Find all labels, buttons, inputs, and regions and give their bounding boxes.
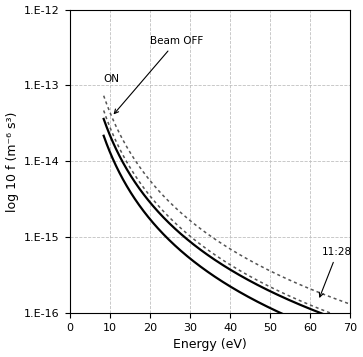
- Text: Beam OFF: Beam OFF: [114, 36, 203, 114]
- Text: 11:28: 11:28: [319, 247, 352, 297]
- X-axis label: Energy (eV): Energy (eV): [173, 338, 247, 351]
- Y-axis label: log 10 f (m⁻⁶ s³): log 10 f (m⁻⁶ s³): [5, 111, 19, 212]
- Text: 11:23: 11:23: [0, 356, 1, 357]
- Text: ON: ON: [104, 74, 120, 84]
